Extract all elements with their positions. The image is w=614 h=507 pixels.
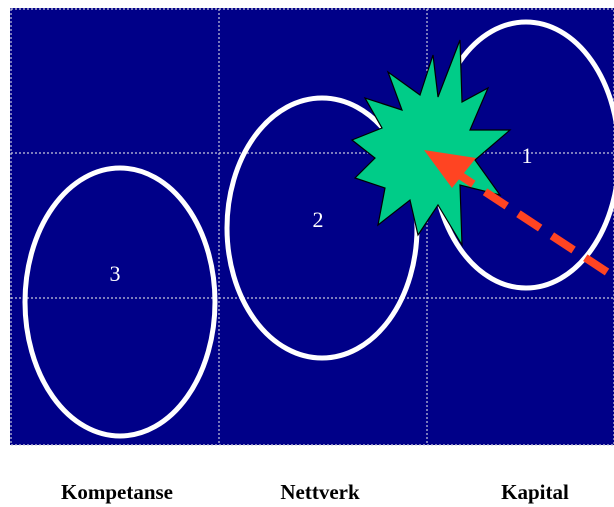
background-panel [10, 8, 614, 445]
ellipse-3-number: 3 [110, 261, 121, 286]
column-label-nettverk: Nettverk [280, 480, 360, 504]
ellipse-3 [22, 165, 218, 439]
column-label-kompetanse: Kompetanse [61, 480, 173, 504]
grid-border [10, 8, 614, 446]
starburst-shape [350, 39, 512, 248]
ellipse-1-number: 1 [522, 143, 533, 168]
column-label-kapital: Kapital [501, 480, 569, 504]
arrow-head [424, 150, 476, 188]
ellipse-2-number: 2 [313, 207, 324, 232]
dashed-arrow-shaft [452, 168, 610, 276]
